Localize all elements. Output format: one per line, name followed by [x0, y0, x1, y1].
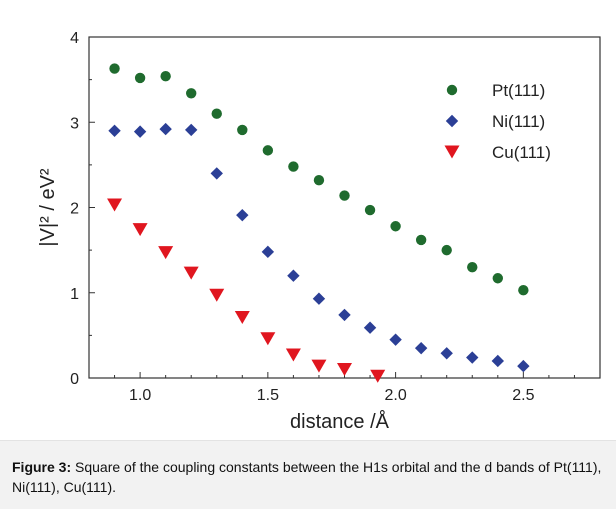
data-point-ni111	[363, 321, 377, 334]
data-point-ni111	[414, 341, 428, 355]
data-point-ni111	[185, 123, 198, 137]
axes: 1.0 1.5 2.0 2.5 0 1 2 3 4	[70, 30, 601, 404]
data-point-pt111	[364, 204, 376, 216]
data-point-pt111	[109, 63, 120, 74]
data-point-pt111	[518, 284, 529, 296]
legend-marker-pt111	[446, 84, 458, 96]
axis-titles: distance /Å |V|² / eV²	[37, 168, 390, 433]
y-tick-label: 1	[70, 286, 79, 303]
data-point-ni111	[261, 245, 275, 259]
data-point-pt111	[492, 273, 503, 284]
data-point-cu111	[234, 310, 250, 324]
data-point-cu111	[285, 348, 301, 362]
data-point-cu111	[209, 288, 225, 302]
data-point-pt111	[186, 88, 197, 99]
y-tick-label: 0	[70, 371, 79, 388]
data-point-pt111	[339, 190, 350, 201]
data-point-pt111	[467, 261, 478, 273]
x-tick-label: 2.5	[512, 387, 534, 404]
data-point-pt111	[211, 108, 222, 119]
data-point-ni111	[312, 292, 326, 305]
data-point-pt111	[415, 234, 427, 246]
x-tick-label: 2.0	[384, 387, 406, 404]
data-point-ni111	[338, 308, 351, 322]
data-point-pt111	[441, 244, 452, 256]
y-tick-label: 4	[70, 30, 79, 47]
data-point-cu111	[370, 369, 386, 383]
data-point-cu111	[158, 246, 174, 260]
data-point-pt111	[160, 71, 171, 82]
y-tick-label: 3	[70, 115, 79, 132]
legend-label-cu111: Cu(111)	[492, 143, 551, 162]
y-tick-label: 2	[70, 201, 79, 218]
data-point-pt111	[288, 161, 299, 172]
data-point-ni111	[287, 269, 300, 282]
data-point-cu111	[183, 266, 199, 280]
data-point-cu111	[337, 362, 352, 376]
data-point-ni111	[210, 167, 223, 180]
data-marks	[107, 63, 530, 383]
data-point-pt111	[134, 72, 146, 84]
data-point-ni111	[466, 351, 479, 364]
data-point-cu111	[311, 359, 327, 373]
x-axis-title: distance /Å	[290, 410, 390, 433]
data-point-ni111	[491, 354, 504, 368]
data-point-pt111	[313, 175, 325, 186]
legend-label-ni111: Ni(111)	[492, 112, 545, 131]
data-point-ni111	[517, 359, 530, 373]
legend: Pt(111) Ni(111) Cu(111)	[444, 81, 551, 162]
data-point-ni111	[440, 347, 453, 360]
legend-marker-cu111	[444, 145, 460, 159]
data-point-cu111	[260, 332, 276, 346]
caption-text: Square of the coupling constants between…	[12, 459, 602, 495]
data-point-pt111	[390, 221, 401, 232]
x-tick-label: 1.5	[257, 387, 279, 404]
y-axis-title: |V|² / eV²	[37, 168, 59, 247]
plot-area: 1.0 1.5 2.0 2.5 0 1 2 3 4 Pt(111) Ni(111) Cu(111) …	[0, 0, 616, 441]
legend-marker-ni111	[445, 114, 459, 128]
x-tick-label: 1.0	[129, 387, 151, 404]
figure-caption: Figure 3: Square of the coupling constan…	[12, 457, 608, 497]
data-point-ni111	[236, 208, 249, 222]
data-point-ni111	[133, 125, 147, 138]
data-point-ni111	[389, 333, 402, 346]
data-point-cu111	[132, 223, 148, 237]
caption-label: Figure 3:	[12, 459, 72, 475]
data-point-pt111	[237, 124, 248, 136]
data-point-ni111	[108, 124, 121, 137]
data-point-pt111	[262, 145, 274, 156]
data-point-ni111	[159, 122, 172, 136]
data-point-cu111	[107, 198, 123, 212]
legend-label-pt111: Pt(111)	[492, 81, 545, 100]
